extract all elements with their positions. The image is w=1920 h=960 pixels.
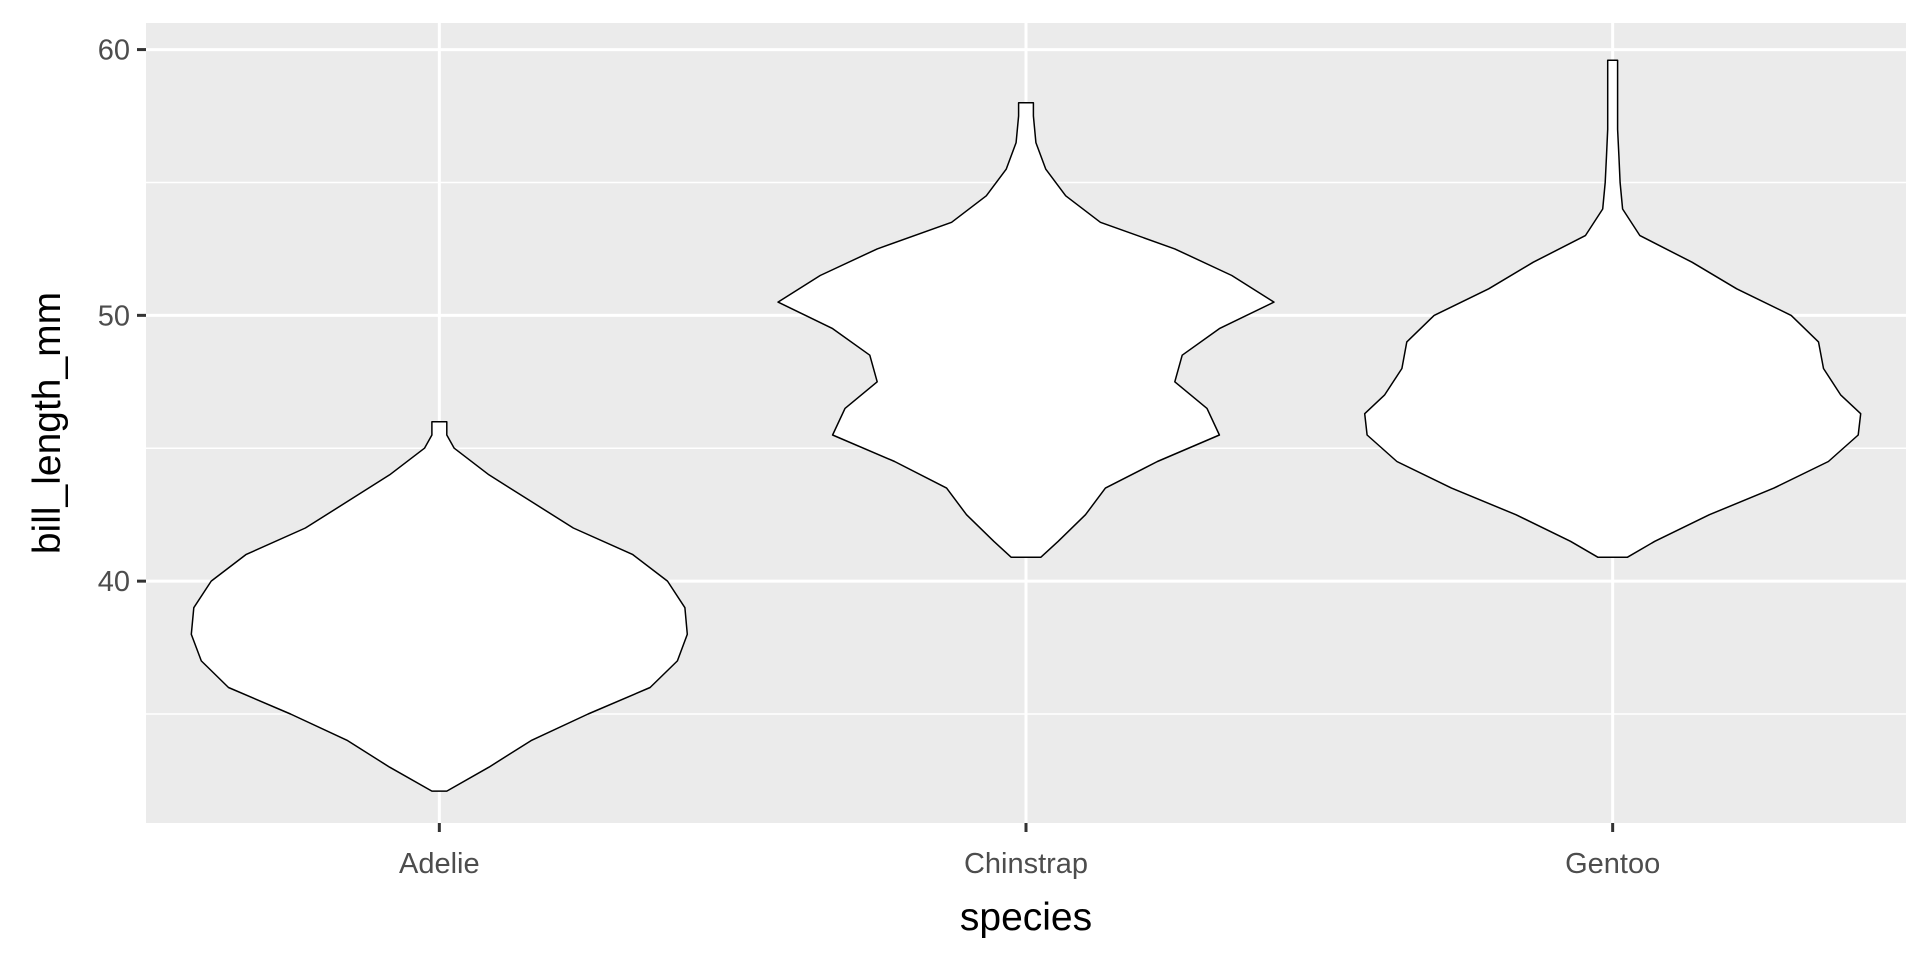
x-tick-label: Chinstrap: [964, 848, 1088, 880]
violins: [190, 59, 1862, 792]
violin-adelie: [190, 420, 689, 792]
y-tick-label: 40: [98, 566, 130, 598]
x-axis-title: species: [960, 896, 1092, 939]
violin-chinstrap: [777, 101, 1275, 558]
axes: 40 50 60 Adelie Chinstrap Gentoo: [98, 35, 1661, 880]
y-axis-title: bill_length_mm: [26, 292, 69, 554]
x-tick-label: Gentoo: [1565, 848, 1660, 880]
x-tick-label: Adelie: [399, 848, 480, 880]
y-tick-label: 60: [98, 35, 130, 67]
y-tick-label: 50: [98, 300, 130, 332]
violin-gentoo: [1363, 59, 1862, 558]
